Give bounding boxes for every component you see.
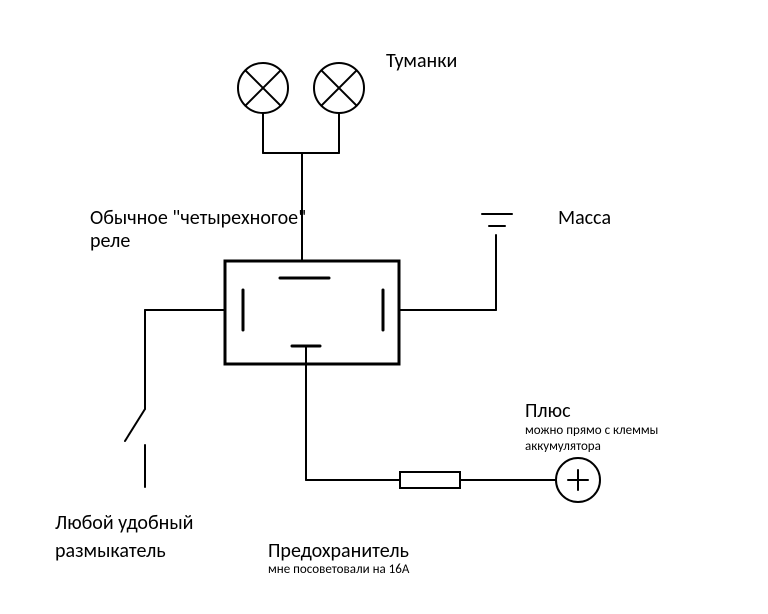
- fog-lights-label: Туманки: [386, 50, 457, 73]
- relay-label-line1: Обычное "четырехногое": [90, 207, 306, 230]
- switch-label-line1: Любой удобный: [55, 512, 193, 535]
- plus-sub-line2: аккумулятора: [525, 440, 601, 455]
- plus-sub-line1: можно прямо с клеммы: [525, 424, 658, 439]
- relay-label-line2: реле: [90, 230, 130, 253]
- ground-label: Масса: [558, 207, 611, 230]
- plus-label: Плюс: [525, 400, 571, 423]
- fuse-sub-label: мне посоветовали на 16А: [268, 563, 409, 578]
- fuse-label: Предохранитель: [268, 540, 409, 563]
- switch-label-line2: размыкатель: [55, 540, 166, 563]
